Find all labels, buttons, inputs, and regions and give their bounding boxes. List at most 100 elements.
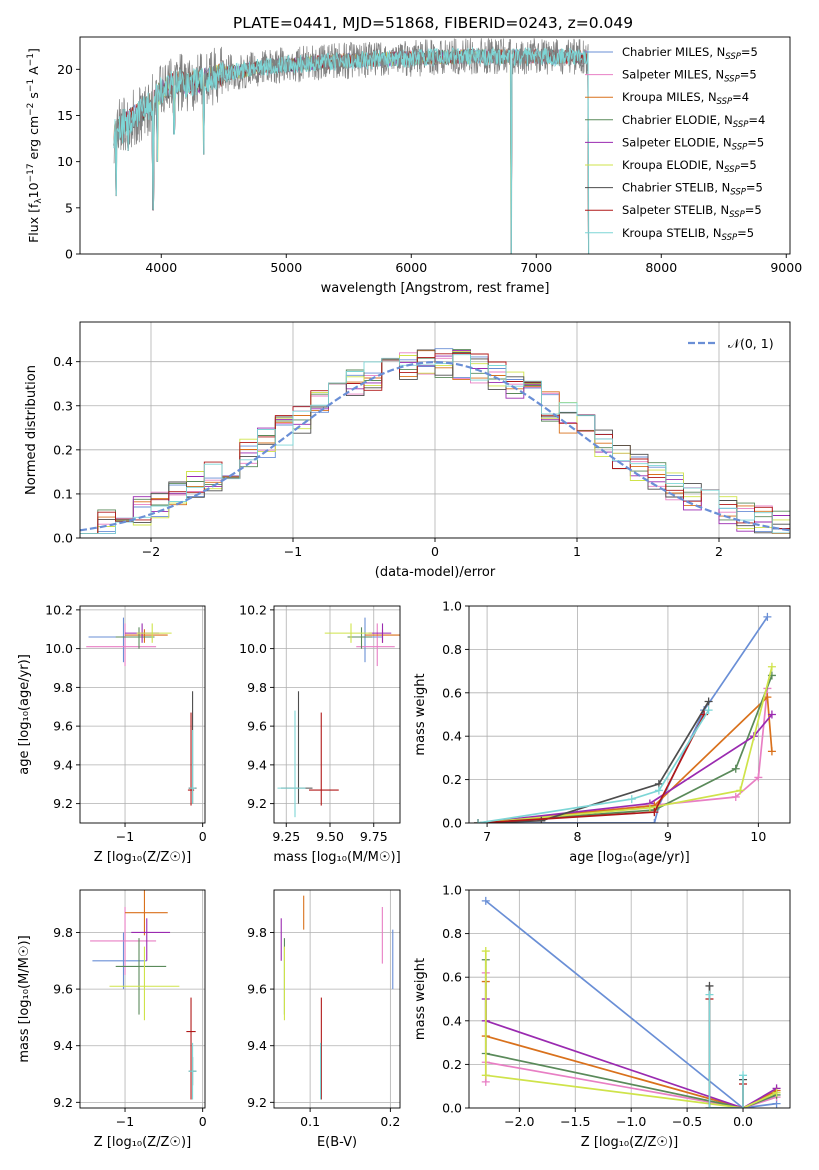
errorbar-kroupa-elodie bbox=[136, 623, 172, 643]
normal-curve bbox=[80, 360, 790, 532]
x-tick-label: −1 bbox=[116, 1114, 134, 1129]
series-point bbox=[705, 990, 714, 999]
axes-frame bbox=[79, 605, 206, 824]
y-tick-label: 0.4 bbox=[442, 1013, 462, 1028]
y-tick-label: 0.6 bbox=[442, 685, 462, 700]
x-tick-label: 4000 bbox=[145, 260, 177, 275]
errorbar-salpeter-miles bbox=[86, 623, 157, 667]
legend-normal-label: 𝒩(0, 1) bbox=[728, 336, 774, 351]
x-tick-label: 9.75 bbox=[360, 829, 388, 844]
y-axis-label: age [log₁₀(age/yr)] bbox=[17, 654, 32, 775]
plot-area-age_vs_z bbox=[80, 606, 205, 823]
errorbar-salpeter-stelib bbox=[186, 997, 196, 1100]
errorbar-kroupa-miles bbox=[125, 629, 168, 643]
series-kroupa-stelib bbox=[474, 706, 713, 823]
legend-entry-kroupa-elodie: Kroupa ELODIE, NSSP=5 bbox=[622, 158, 757, 175]
y-tick-label: 10.0 bbox=[45, 641, 73, 656]
x-tick-label: −1 bbox=[284, 544, 302, 559]
figure-title: PLATE=0441, MJD=51868, FIBERID=0243, z=0… bbox=[233, 14, 633, 32]
legend-text: Salpeter ELODIE, N bbox=[622, 135, 732, 149]
legend-entry-salpeter-miles: Salpeter MILES, NSSP=5 bbox=[622, 68, 757, 85]
model-spectrum-salpeter-stelib bbox=[113, 47, 589, 254]
errorbar-chabrier-miles bbox=[88, 617, 147, 663]
y-tick-label: 15 bbox=[57, 108, 73, 123]
histogram-chabrier-stelib bbox=[80, 349, 790, 538]
errorbar-kroupa-stelib bbox=[277, 710, 306, 818]
series-point bbox=[739, 1104, 748, 1108]
series-point bbox=[767, 710, 776, 719]
x-tick-label: 10 bbox=[750, 829, 766, 844]
axes-frame bbox=[468, 889, 791, 1109]
panel-mass_vs_z: −1 0 9.2 9.4 9.6 9.8 Z [log₁₀(Z/Z☉)] mass [log₁… bbox=[17, 889, 207, 1150]
axes-frame bbox=[468, 605, 791, 824]
x-tick-label: 5000 bbox=[270, 260, 302, 275]
x-axis-label: (data-model)/error bbox=[375, 565, 496, 580]
x-tick-label: 0.2 bbox=[380, 1114, 400, 1129]
x-axis-label: mass [log₁₀(M/M☉)] bbox=[273, 850, 400, 865]
series-point bbox=[481, 1071, 490, 1080]
x-tick-label: 6000 bbox=[395, 260, 427, 275]
y-tick-label: 10 bbox=[57, 154, 73, 169]
y-tick-label: 0.2 bbox=[53, 442, 73, 457]
series-point bbox=[763, 612, 772, 621]
y-tick-label: 9.8 bbox=[247, 925, 267, 940]
x-tick-label: 9.50 bbox=[316, 829, 344, 844]
model-spectrum-top bbox=[113, 47, 590, 254]
y-axis-label: Normed distribution bbox=[24, 365, 39, 495]
legend-text: Chabrier MILES, N bbox=[622, 45, 725, 59]
y-label-part: ] bbox=[26, 48, 41, 53]
errorbar-chabrier-stelib bbox=[281, 691, 313, 804]
panel-weight_vs_age: 7 8 9 10 0.0 0.2 0.4 0.6 0.8 1.0 age [log₁₀(age/yr… bbox=[413, 599, 791, 865]
series-kroupa-elodie bbox=[474, 662, 776, 823]
legend-residuals: 𝒩(0, 1) bbox=[688, 336, 774, 351]
y-tick-label: 9.6 bbox=[247, 719, 267, 734]
legend-sub: SSP bbox=[725, 52, 741, 62]
y-label-part: −1 bbox=[26, 53, 36, 66]
series-kroupa-stelib bbox=[705, 990, 748, 1108]
x-tick-label: 9 bbox=[664, 829, 672, 844]
x-axis-label: Z [log₁₀(Z/Z☉)] bbox=[581, 1135, 678, 1150]
x-tick-label: 8 bbox=[574, 829, 582, 844]
series-point bbox=[481, 947, 490, 956]
y-tick-label: 0.0 bbox=[442, 1101, 462, 1116]
y-tick-label: 9.6 bbox=[53, 719, 73, 734]
errorbar-kroupa-stelib bbox=[188, 1042, 197, 1100]
y-axis-label: mass weight bbox=[413, 673, 428, 755]
errorbar-chabrier-miles bbox=[92, 932, 147, 990]
y-tick-label: 0.8 bbox=[442, 926, 462, 941]
y-tick-label: 0.4 bbox=[442, 729, 462, 744]
plot-area-residuals bbox=[80, 322, 790, 538]
y-tick-label: 9.8 bbox=[53, 680, 73, 695]
legend-tail: =5 bbox=[740, 158, 757, 172]
plot-area-mass_vs_z bbox=[80, 890, 205, 1108]
y-tick-label: 0 bbox=[65, 247, 73, 262]
panel-mass_vs_ebv: 0.1 0.2 9.2 9.4 9.6 9.8 E(B-V) bbox=[247, 889, 401, 1150]
x-axis-label: age [log₁₀(age/yr)] bbox=[569, 850, 690, 865]
legend-tail: =5 bbox=[747, 135, 764, 149]
legend-sub: SSP bbox=[730, 188, 746, 198]
x-tick-label: −0.5 bbox=[672, 1114, 702, 1129]
legend-sub: SSP bbox=[729, 210, 745, 220]
y-label-part: −17 bbox=[26, 163, 36, 182]
series-point bbox=[736, 786, 745, 795]
legend-text: Kroupa ELODIE, N bbox=[622, 158, 724, 172]
errorbar-salpeter-stelib bbox=[309, 712, 339, 806]
plot-area-mass_vs_ebv bbox=[274, 890, 400, 1108]
y-tick-label: 10.2 bbox=[45, 602, 73, 617]
plot-area-weight_vs_age bbox=[469, 606, 790, 823]
grid-weight_vs_age bbox=[469, 606, 790, 823]
x-axis-label: wavelength [Angstrom, rest frame] bbox=[321, 281, 550, 296]
series-chabrier-stelib bbox=[705, 981, 748, 1108]
errorbar-salpeter-miles bbox=[356, 623, 395, 667]
histogram-kroupa-stelib bbox=[80, 354, 790, 538]
x-tick-label: 9.25 bbox=[272, 829, 300, 844]
series-point bbox=[704, 706, 713, 715]
series-point bbox=[654, 786, 663, 795]
x-tick-label: 0 bbox=[431, 544, 439, 559]
errorbar-chabrier-elodie bbox=[115, 627, 155, 649]
series-line bbox=[708, 994, 744, 1108]
x-tick-label: −2 bbox=[142, 544, 160, 559]
errorbar-chabrier-elodie bbox=[115, 938, 167, 1015]
